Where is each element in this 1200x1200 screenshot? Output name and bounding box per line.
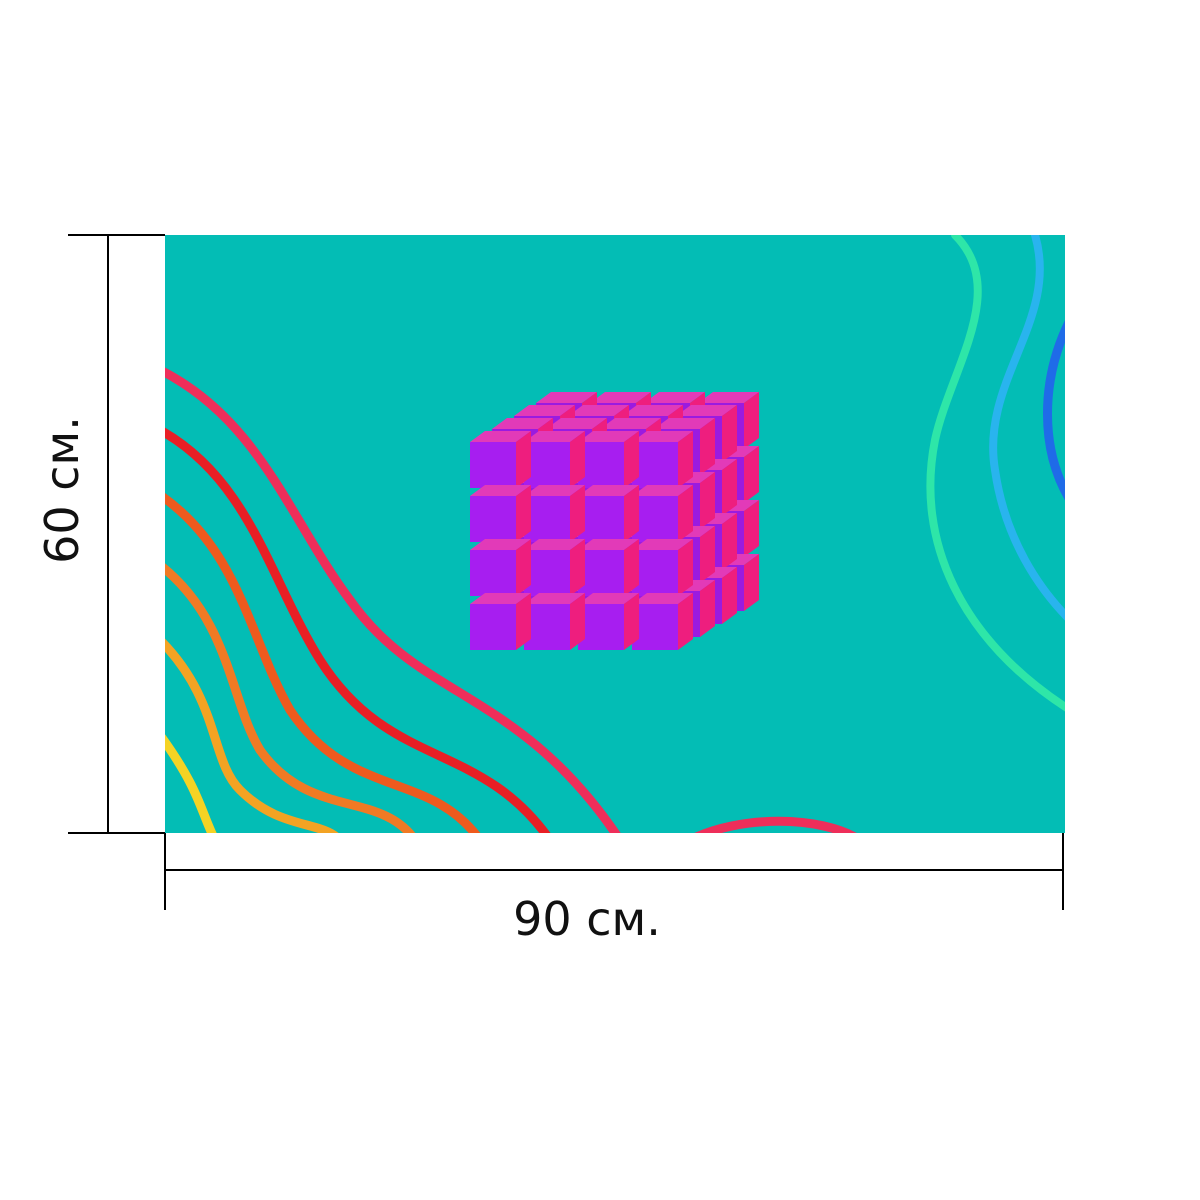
cube-face [578, 496, 624, 542]
cube-face [570, 593, 585, 650]
cube-face [624, 485, 639, 542]
cube-face [722, 405, 737, 462]
cube-face [632, 539, 693, 550]
cube-face [524, 442, 570, 488]
cube-face [700, 472, 715, 529]
cube-face [570, 485, 585, 542]
cube-face [470, 431, 531, 442]
cube-face [632, 593, 693, 604]
cube-face [516, 539, 531, 596]
cube-face [570, 431, 585, 488]
cube-face [524, 485, 585, 496]
dimension-lines [68, 234, 1064, 910]
cube-face [524, 550, 570, 596]
cube-face [744, 500, 759, 557]
cube-face [644, 392, 705, 403]
cube-face [678, 431, 693, 488]
cube-illustration [470, 392, 759, 650]
cube-face [624, 431, 639, 488]
cube-face [578, 442, 624, 488]
cube-face [524, 431, 585, 442]
cube-face [632, 442, 678, 488]
cube-face [516, 485, 531, 542]
cube-face [632, 485, 693, 496]
cube-face [524, 604, 570, 650]
cube-face [578, 485, 639, 496]
cube-face [722, 459, 737, 516]
cube-face [700, 580, 715, 637]
cube-face [654, 418, 715, 429]
cube-face [578, 431, 639, 442]
cube-face [470, 496, 516, 542]
cube-face [744, 554, 759, 611]
cube-face [578, 550, 624, 596]
cube-face [722, 513, 737, 570]
cube-face [470, 550, 516, 596]
cube-face [578, 593, 639, 604]
cube-face [524, 539, 585, 550]
cube-face [546, 418, 607, 429]
cube-face [470, 485, 531, 496]
cube-face [568, 405, 629, 416]
cube-face [698, 392, 759, 403]
cube-face [632, 604, 678, 650]
cube-face [516, 431, 531, 488]
cube-face [492, 418, 553, 429]
left-waves [165, 367, 857, 833]
cube-face [678, 539, 693, 596]
cube-face [632, 496, 678, 542]
cube-face [524, 496, 570, 542]
cube-face [632, 550, 678, 596]
cube-face [676, 405, 737, 416]
cube-face [744, 446, 759, 503]
cube-face [514, 405, 575, 416]
cube-face [470, 442, 516, 488]
height-label: 60 см. [35, 416, 89, 564]
right-waves [926, 235, 1065, 712]
cube-face [516, 593, 531, 650]
cube-face [722, 567, 737, 624]
width-label: 90 см. [513, 892, 661, 946]
cube-face [600, 418, 661, 429]
cube-face [570, 539, 585, 596]
cube-face [624, 539, 639, 596]
cube-face [622, 405, 683, 416]
cube-face [524, 593, 585, 604]
cube-face [590, 392, 651, 403]
cube-face [536, 392, 597, 403]
cube-face [700, 526, 715, 583]
cube-face [678, 485, 693, 542]
cube-face [470, 593, 531, 604]
cube-face [470, 539, 531, 550]
cube-face [678, 593, 693, 650]
print-image [165, 235, 1065, 833]
cube-face [700, 418, 715, 475]
cube-face [624, 593, 639, 650]
cube-face [578, 539, 639, 550]
cube-face [632, 431, 693, 442]
cube-face [744, 392, 759, 449]
cube-face [470, 604, 516, 650]
cube-face [578, 604, 624, 650]
